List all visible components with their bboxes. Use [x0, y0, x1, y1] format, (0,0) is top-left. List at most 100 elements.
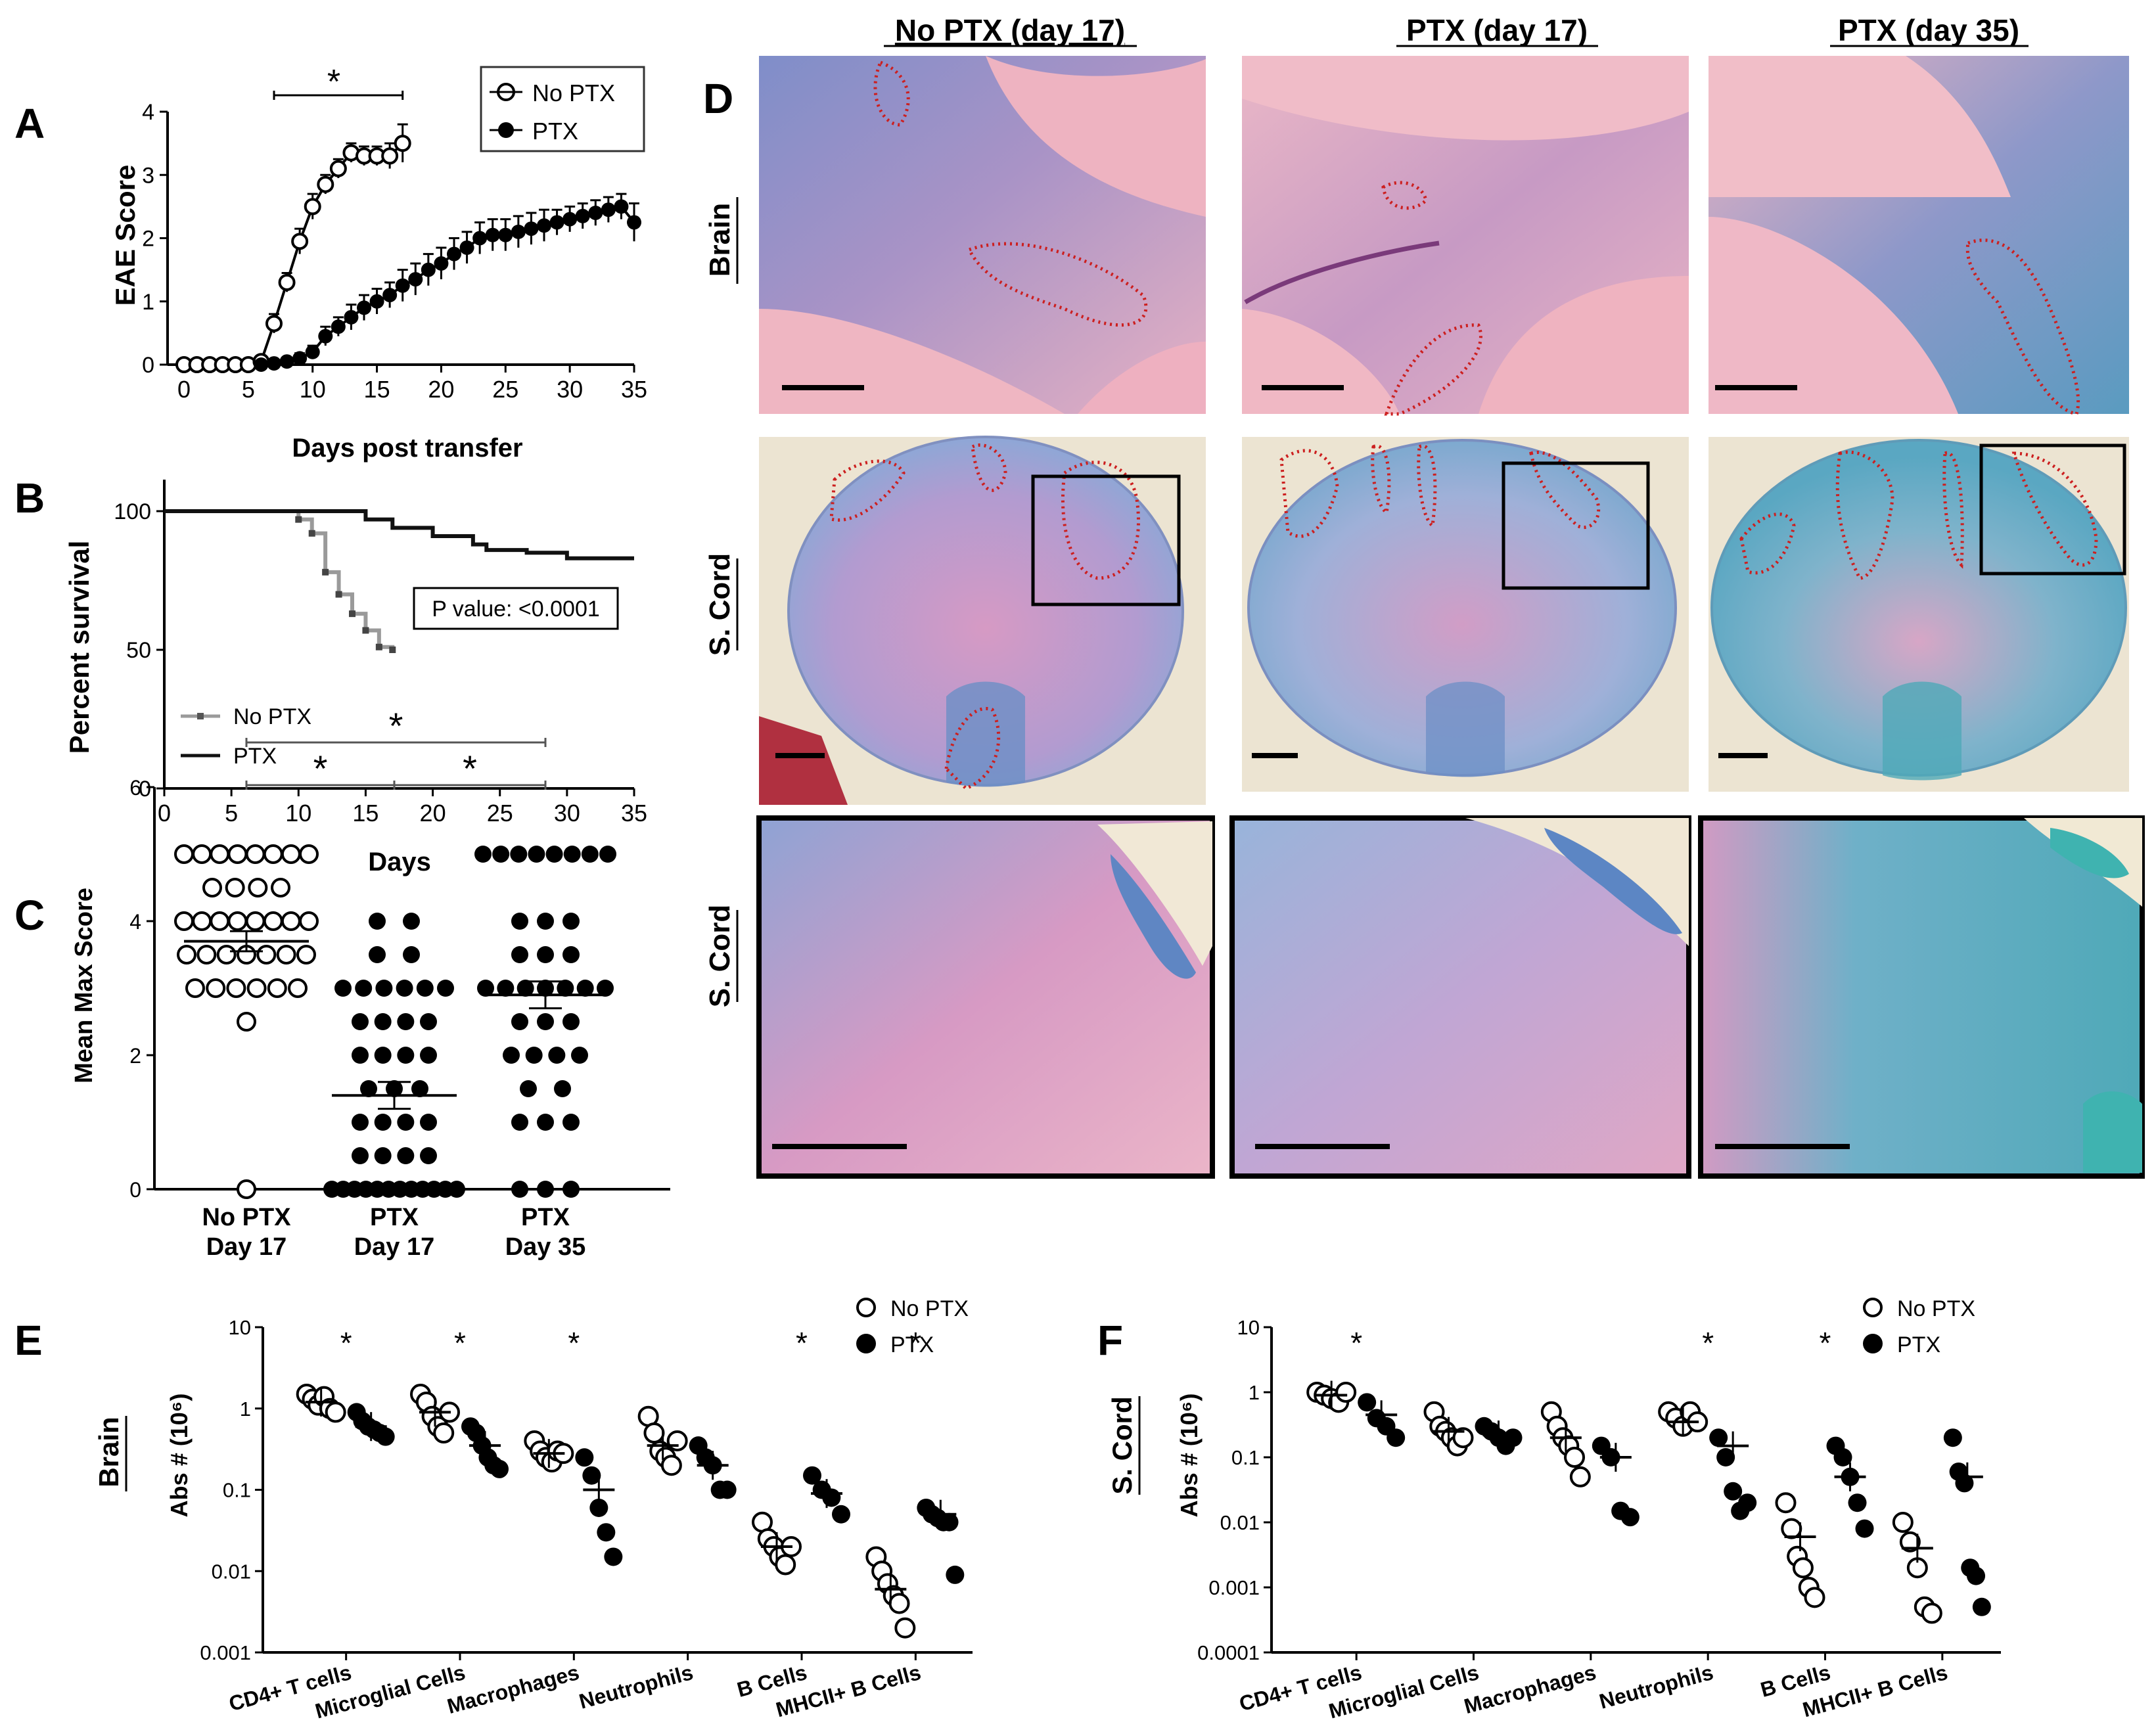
p-value-box [413, 587, 619, 630]
data-point [397, 1147, 415, 1164]
data-point [775, 1554, 796, 1576]
panel-letter-d: D [703, 75, 733, 122]
zoom-region-box [1031, 474, 1181, 606]
data-point [601, 202, 616, 217]
legend-filled-circle-icon [856, 1334, 876, 1353]
data-point [344, 309, 359, 325]
data-point [192, 844, 212, 864]
panel-a-legend-no-ptx: No PTX [532, 79, 615, 106]
y-tick-label: 1 [1249, 1381, 1260, 1404]
data-point [420, 1147, 437, 1164]
data-point [245, 844, 265, 864]
data-point [374, 1114, 392, 1131]
y-tick-label: 1 [142, 290, 154, 315]
data-point [524, 221, 539, 237]
data-point [397, 1013, 415, 1030]
data-point [1503, 1428, 1523, 1447]
survival-curve-ptx [164, 509, 634, 560]
y-tick-label: 0.001 [200, 1641, 251, 1664]
y-tick-label: 4 [129, 910, 141, 934]
data-point [374, 1047, 392, 1064]
data-point [589, 1498, 608, 1517]
significance-star: * [313, 748, 328, 789]
data-point [227, 911, 248, 931]
data-point [562, 946, 580, 963]
x-category-label: Macrophages [1461, 1660, 1599, 1718]
significance-star: * [909, 1326, 921, 1360]
data-point [581, 846, 599, 863]
panel-f-legend-ptx: PTX [1897, 1332, 1940, 1357]
data-point [1709, 1428, 1728, 1447]
data-point [256, 945, 277, 965]
significance-star: * [796, 1326, 808, 1360]
data-point [490, 1459, 509, 1478]
censor-mark [389, 647, 396, 653]
data-point [226, 978, 246, 998]
data-point [822, 1488, 841, 1507]
series-line-ptx [261, 205, 635, 366]
y-tick-label: 0 [129, 1178, 141, 1202]
data-point [511, 1114, 528, 1131]
data-point [334, 980, 352, 997]
significance-star: * [1350, 1326, 1362, 1360]
data-point [325, 1401, 346, 1423]
data-point [888, 1593, 910, 1614]
data-point [1921, 1602, 1942, 1624]
data-point [549, 215, 564, 230]
panel-letter-e: E [14, 1317, 43, 1364]
data-point [946, 1565, 965, 1584]
data-point [545, 846, 563, 863]
data-point [206, 978, 226, 998]
data-point [174, 911, 194, 931]
panel-e-legend-ptx: PTX [890, 1332, 934, 1357]
y-tick-label: 10 [1237, 1316, 1260, 1339]
data-point [627, 215, 641, 230]
data-point [474, 846, 492, 863]
data-point [357, 300, 371, 315]
x-tick-label: 35 [621, 800, 647, 827]
significance-star: * [340, 1326, 352, 1360]
data-point [1855, 1519, 1874, 1538]
data-point [375, 980, 393, 997]
data-point [263, 844, 283, 864]
row-label-spinal-cord: S. Cord [704, 553, 736, 656]
data-point [1620, 1508, 1640, 1527]
data-point [177, 945, 196, 965]
row-label-spinal-cord-zoom: S. Cord [704, 905, 736, 1007]
data-point [292, 351, 308, 366]
data-point [1775, 1492, 1797, 1514]
significance-star: * [1702, 1326, 1714, 1360]
data-point [174, 844, 194, 864]
y-tick-label: 0.01 [1220, 1511, 1260, 1534]
data-point [1833, 1448, 1852, 1466]
brain-micrograph-ptx-day35 [1709, 56, 2129, 416]
x-tick-label: 15 [364, 376, 390, 403]
data-point [202, 878, 222, 897]
data-point [281, 844, 301, 864]
x-tick-label: 0 [177, 376, 191, 403]
data-point [210, 844, 230, 864]
data-point [562, 913, 580, 930]
data-point [397, 1047, 415, 1064]
censor-mark [322, 568, 329, 576]
x-tick-label: 30 [554, 800, 580, 827]
x-category-label: Neutrophils [576, 1660, 695, 1714]
data-point [225, 878, 245, 897]
data-point [237, 1179, 256, 1199]
data-point [537, 913, 554, 930]
data-point [832, 1505, 850, 1524]
significance-star: * [1820, 1326, 1831, 1360]
data-point [1792, 1557, 1814, 1579]
panel-letter-f: F [1097, 1317, 1123, 1364]
data-point [267, 978, 287, 998]
data-point [803, 1466, 821, 1485]
data-point [1716, 1448, 1735, 1466]
data-point [537, 1181, 554, 1198]
data-point [296, 945, 316, 965]
x-tick-label: 35 [621, 376, 647, 403]
panel-b-legend-ptx: PTX [233, 744, 277, 769]
panel-b-ylabel: Percent survival [64, 541, 95, 754]
x-tick-label: 0 [158, 800, 171, 827]
series-line-no-ptx [184, 142, 404, 366]
